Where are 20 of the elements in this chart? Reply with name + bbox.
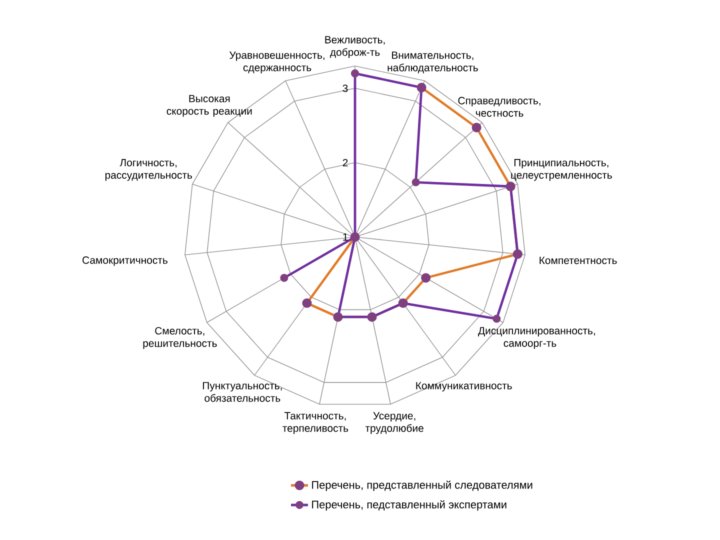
spoke-label: Пунктуальность, обязательность <box>202 382 282 402</box>
spoke-label: Самокритичность <box>82 256 168 266</box>
spoke-label: Внимательность, наблюдательность <box>388 52 478 74</box>
spoke-label: Вежливость, доброж-ть <box>325 36 385 58</box>
spoke-label: Усердие, трудолюбие <box>365 412 424 434</box>
y-tick-label: 1 <box>343 233 348 241</box>
y-tick-label: 2 <box>342 158 348 166</box>
spoke-label: Коммуникативность <box>416 382 512 392</box>
spoke-label: Смелость, решительность <box>143 327 217 350</box>
spoke-label: Справедливость, честность <box>458 96 540 117</box>
legend-label: Перечень, педставленный экспертами <box>312 500 506 511</box>
spoke-label: Принципиальность, целеустремленность <box>511 159 612 181</box>
spoke-label: Уравновешенность, сдержанность <box>229 52 324 74</box>
spoke-label: Компетентность <box>540 256 617 264</box>
spoke-label: Высокая скорость реакции <box>166 94 252 117</box>
spoke-label: Тактичность, терпеливость <box>282 412 348 434</box>
spoke-label: Дисциплинированность, самоорг-ть <box>478 327 595 349</box>
legend-label: Перечень, представленный следователями <box>312 480 532 491</box>
y-tick-label: 3 <box>342 84 348 92</box>
spoke-label: Логичность, рассудительность <box>105 159 192 181</box>
